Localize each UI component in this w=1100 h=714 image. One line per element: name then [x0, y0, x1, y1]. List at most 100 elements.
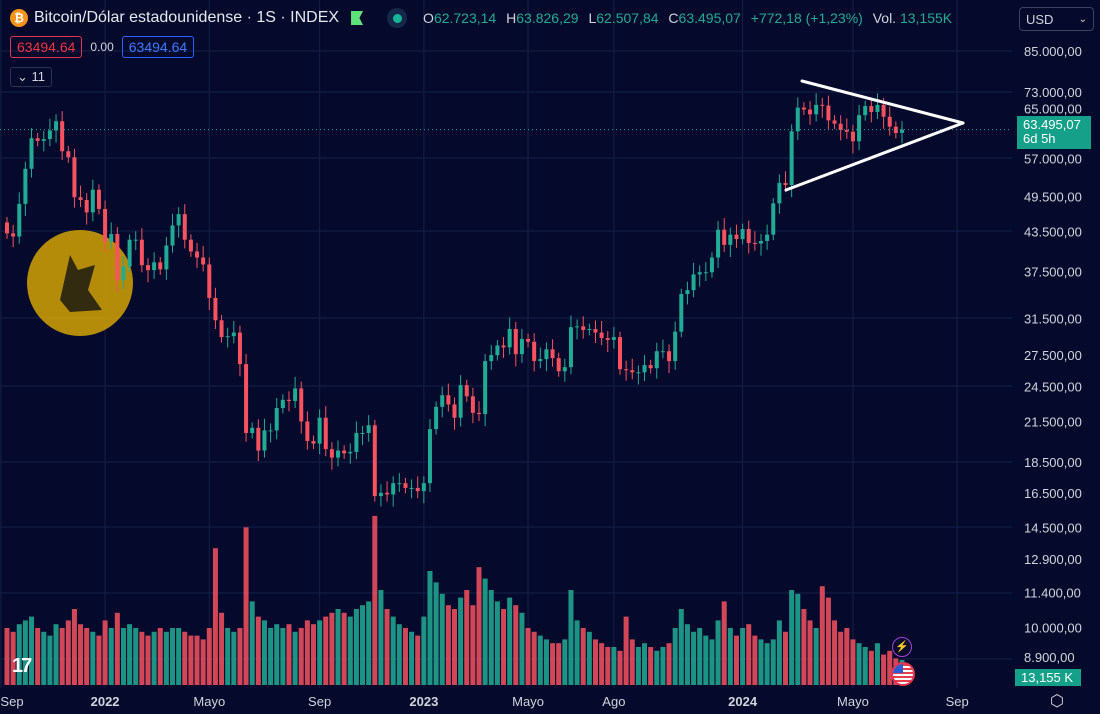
market-status-icon[interactable]: [387, 8, 408, 28]
candle-body: [605, 338, 610, 340]
price-tick-label: 24.500,00: [1024, 379, 1082, 394]
candle-body: [838, 123, 843, 131]
candle-body: [54, 121, 59, 131]
watermark-logo: [27, 230, 133, 336]
volume-bar: [415, 635, 421, 685]
price-tick-label: 65.000,00: [1024, 102, 1082, 117]
candle-body: [231, 332, 236, 337]
volume-bar: [390, 616, 396, 685]
volume-bar: [795, 593, 801, 685]
candle-body: [458, 385, 463, 418]
triangle-lower-line[interactable]: [784, 121, 965, 192]
volume-bar: [844, 628, 850, 685]
volume-bar: [212, 548, 218, 685]
volume-bar: [59, 628, 65, 685]
price-axis[interactable]: 85.000,00 73.000,00 65.000,00 57.000,00 49.5…: [1024, 44, 1082, 665]
candle-body: [544, 349, 549, 360]
volume-bar: [84, 628, 90, 685]
volume-bar: [562, 639, 568, 685]
candle-body: [342, 450, 347, 454]
volume-bar: [261, 620, 267, 685]
candle-body: [783, 182, 788, 185]
volume-bar: [451, 609, 457, 685]
volume-bar: [237, 628, 243, 685]
close-key: C: [668, 10, 679, 26]
volume-bar: [182, 631, 188, 685]
price-tick-label: 27.500,00: [1024, 348, 1082, 363]
volume-bar: [783, 631, 789, 685]
time-tick-label: Mayo: [512, 694, 544, 709]
volume-bar: [280, 628, 286, 685]
symbol-title[interactable]: Bitcoin/Dólar estadounidense · 1S · INDE…: [34, 9, 340, 26]
volume-value: 13,155K: [899, 10, 953, 26]
volume-bar: [776, 620, 782, 685]
volume-bar: [298, 628, 304, 685]
volume-bar: [807, 620, 813, 685]
current-volume-label: 13,155 K: [1015, 669, 1081, 686]
volume-bar: [789, 590, 795, 685]
candle-body: [299, 388, 304, 422]
candle-body: [716, 229, 721, 258]
candle-body: [801, 107, 806, 110]
price-tick-label: 43.500,00: [1024, 225, 1082, 240]
volume-bar: [10, 631, 16, 685]
lightning-icon[interactable]: ⚡: [892, 637, 912, 657]
candle-body: [820, 104, 825, 106]
candle-body: [90, 189, 95, 213]
volume-bar: [482, 578, 488, 685]
volume-bar: [102, 620, 108, 685]
volume-bar: [543, 639, 549, 685]
us-flag-icon[interactable]: [891, 662, 915, 686]
currency-select[interactable]: USD ⌄: [1019, 7, 1094, 31]
candle-body: [611, 337, 616, 340]
indicators-toggle[interactable]: ⌄ 11: [10, 67, 53, 87]
volume-bar: [323, 616, 329, 685]
volume-bar: [329, 612, 335, 685]
volume-bar: [574, 620, 580, 685]
change-value: +772,18 (+1,23%): [750, 10, 863, 26]
volume-bar: [170, 628, 176, 685]
triangle-drawing[interactable]: [784, 79, 965, 192]
price-tick-label: 14.500,00: [1024, 521, 1082, 536]
volume-bar: [476, 567, 482, 685]
flag-icon[interactable]: [351, 11, 364, 25]
volume-bar: [16, 624, 22, 685]
candle-body: [188, 239, 193, 252]
volume-bar: [274, 624, 280, 685]
candle-body: [642, 365, 647, 373]
trade-buttons: 63494.64 0.00 63494.64: [10, 36, 195, 58]
candle-body: [452, 404, 457, 418]
volume-bar: [887, 650, 893, 685]
buy-button[interactable]: 63494.64: [121, 36, 195, 58]
volume-bar: [366, 601, 372, 685]
price-tick-label: 73.000,00: [1024, 85, 1082, 100]
candle-body: [164, 245, 169, 270]
volume-bar: [838, 631, 844, 685]
volume-bar: [243, 527, 249, 685]
candle-body: [470, 396, 475, 413]
candle-body: [740, 229, 745, 240]
volume-bar: [691, 631, 697, 685]
volume-bar: [206, 628, 212, 685]
candle-body: [850, 131, 855, 142]
volume-bar: [654, 650, 660, 685]
candle-body: [875, 104, 880, 112]
sell-button[interactable]: 63494.64: [10, 36, 83, 58]
volume-bar: [396, 624, 402, 685]
low-value: 62.507,84: [596, 10, 659, 26]
volume-bar: [4, 628, 10, 685]
candle-body: [139, 239, 144, 266]
time-axis[interactable]: Sep 2022 Mayo Sep 2023 Mayo Ago 2024 Mayo Sep: [0, 694, 968, 709]
volume-bar: [850, 639, 856, 685]
candle-body: [562, 367, 567, 372]
candle-body: [624, 369, 629, 371]
candle-body: [72, 157, 77, 198]
tradingview-logo[interactable]: 17: [12, 655, 32, 677]
volume-bar: [317, 620, 323, 685]
volume-bar: [65, 620, 71, 685]
ohlc-values: O62.723,14 H63.826,29 L62.507,84 C63.495…: [423, 10, 958, 26]
volume-bar: [286, 624, 292, 685]
settings-icon[interactable]: ⬡: [1050, 693, 1064, 710]
triangle-upper-line[interactable]: [800, 79, 965, 125]
